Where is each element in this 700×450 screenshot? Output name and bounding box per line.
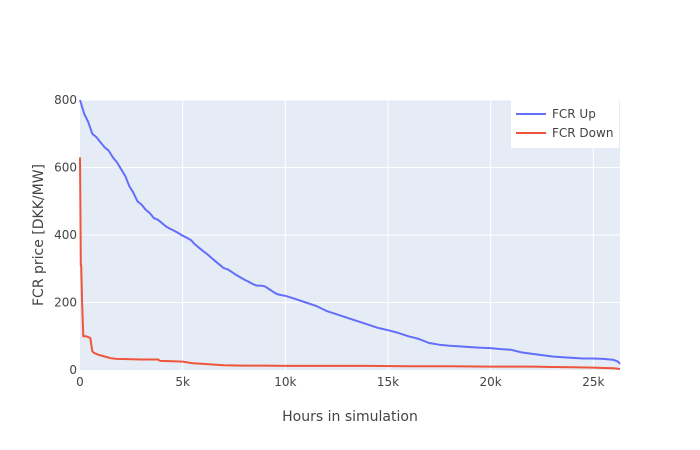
x-axis-title: Hours in simulation	[282, 409, 418, 425]
x-tick-label: 5k	[175, 375, 190, 389]
series-line-fcr-up	[79, 99, 621, 365]
legend[interactable]: FCR Up FCR Down	[511, 100, 619, 148]
x-tick-label: 25k	[582, 375, 604, 389]
y-tick-label: 400	[54, 228, 77, 242]
y-tick-label: 200	[54, 296, 77, 310]
legend-item-fcr-down[interactable]: FCR Down	[516, 126, 613, 140]
x-tick-label: 15k	[377, 375, 399, 389]
x-tick-label: 0	[76, 375, 84, 389]
y-axis-ticks: 0 200 400 600 800	[54, 93, 77, 377]
series-lines	[79, 99, 621, 370]
legend-label: FCR Down	[552, 126, 613, 140]
y-tick-label: 800	[54, 93, 77, 107]
y-tick-label: 600	[54, 161, 77, 175]
y-tick-label: 0	[69, 363, 77, 377]
legend-label: FCR Up	[552, 107, 596, 121]
x-tick-label: 20k	[480, 375, 502, 389]
x-tick-label: 10k	[274, 375, 296, 389]
legend-background	[511, 100, 619, 148]
series-line-fcr-down	[79, 157, 621, 370]
y-axis-title: FCR price [DKK/MW]	[31, 164, 47, 306]
x-axis-ticks: 0 5k 10k 15k 20k 25k	[76, 375, 604, 389]
legend-item-fcr-up[interactable]: FCR Up	[516, 107, 596, 121]
